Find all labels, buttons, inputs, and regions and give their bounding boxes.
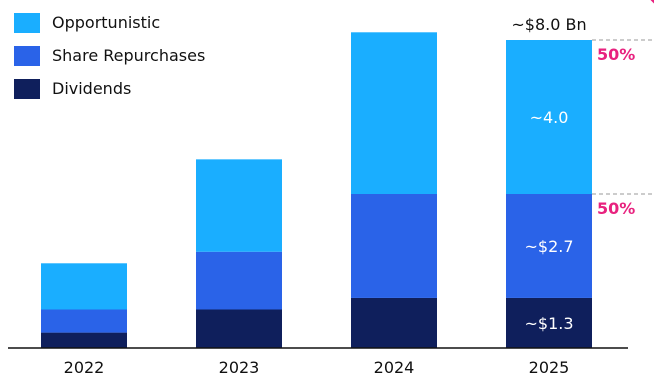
total-label: ~$8.0 Bn	[511, 15, 586, 34]
legend-label-opportunistic: Opportunistic	[52, 13, 161, 32]
chart-legend: Opportunistic Share Repurchases Dividend…	[14, 6, 205, 105]
bar-opportunistic-2022	[41, 263, 127, 310]
bar-share-repurchases-2024	[351, 194, 437, 298]
x-tick-label-2022: 2022	[64, 358, 105, 377]
x-tick-label-2023: 2023	[219, 358, 260, 377]
legend-swatch-opportunistic	[14, 12, 40, 33]
decorative-corner-shape	[650, 0, 654, 4]
legend-label-dividends: Dividends	[52, 79, 132, 98]
legend-item-dividends: Dividends	[14, 72, 205, 105]
bar-opportunistic-2024	[351, 32, 437, 194]
legend-swatch-dividends	[14, 78, 40, 99]
legend-item-opportunistic: Opportunistic	[14, 6, 205, 39]
x-tick-label-2024: 2024	[374, 358, 415, 377]
bar-dividends-2022	[41, 332, 127, 348]
data-label-dividends-2025: ~$1.3	[524, 314, 573, 333]
bar-opportunistic-2025	[506, 40, 592, 194]
legend-swatch-share-repurchases	[14, 45, 40, 66]
bar-opportunistic-2023	[196, 159, 282, 252]
data-label-opportunistic-2025: ~4.0	[530, 108, 569, 127]
bar-share-repurchases-2025	[506, 194, 592, 298]
bar-share-repurchases-2023	[196, 251, 282, 310]
data-label-share-repurchases-2025: ~$2.7	[524, 237, 573, 256]
bar-dividends-2024	[351, 297, 437, 348]
legend-label-share-repurchases: Share Repurchases	[52, 46, 206, 65]
x-tick-label-2025: 2025	[529, 358, 570, 377]
percent-annotation-2: 50%	[597, 199, 635, 218]
bar-share-repurchases-2022	[41, 309, 127, 333]
percent-annotation-1: 50%	[597, 45, 635, 64]
legend-item-share-repurchases: Share Repurchases	[14, 39, 205, 72]
bar-dividends-2025	[506, 297, 592, 348]
bar-dividends-2023	[196, 309, 282, 348]
